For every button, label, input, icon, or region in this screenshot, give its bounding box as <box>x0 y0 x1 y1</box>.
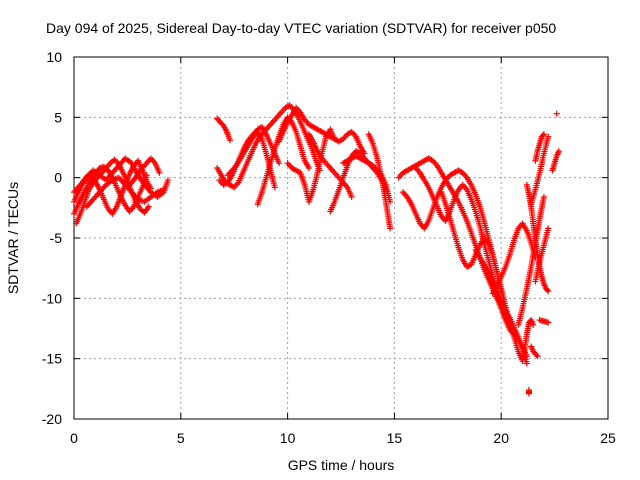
chart-title: Day 094 of 2025, Sidereal Day-to-day VTE… <box>46 20 556 36</box>
x-tick-label: 0 <box>70 430 78 446</box>
data-point <box>156 169 163 176</box>
data-point <box>387 225 394 232</box>
axis-ticks <box>73 56 609 420</box>
y-tick-label: -5 <box>50 230 63 246</box>
data-point <box>544 286 551 293</box>
x-axis-label: GPS time / hours <box>288 457 395 473</box>
data-point <box>160 186 167 193</box>
series-seg-late-10 <box>532 225 552 285</box>
series-seg-late-17 <box>528 343 541 360</box>
data-point <box>540 131 547 138</box>
data-point <box>219 121 226 128</box>
y-tick-label: -20 <box>42 411 62 427</box>
series-seg-mid-7 <box>284 126 338 205</box>
y-tick-label: 5 <box>54 109 62 125</box>
data-point <box>539 132 546 139</box>
series-seg-early-5 <box>126 155 163 188</box>
y-tick-label: 10 <box>46 49 62 65</box>
data-point <box>525 390 532 397</box>
series-seg-early-3 <box>73 156 152 227</box>
x-tick-labels: 0 5 10 15 20 25 <box>70 430 616 446</box>
series-seg-mid-1 <box>214 115 233 144</box>
data-point <box>523 360 530 367</box>
y-tick-label: -10 <box>42 290 62 306</box>
data-point <box>555 148 562 155</box>
series-seg-late-14 <box>549 148 562 174</box>
series-seg-mid-6 <box>276 104 368 157</box>
x-tick-label: 10 <box>280 430 296 446</box>
series-seg-late-5 <box>472 247 530 367</box>
data-point <box>540 193 547 200</box>
data-point <box>545 319 552 326</box>
series-seg-late-15 <box>553 110 560 117</box>
data-point <box>533 352 540 359</box>
series-seg-early-6 <box>83 174 167 210</box>
series-seg-mid-11 <box>365 131 394 232</box>
series-seg-late-11 <box>536 317 552 326</box>
y-tick-labels: -20 -15 -10 -5 0 5 10 <box>42 49 62 427</box>
y-tick-label: -15 <box>42 351 62 367</box>
y-tick-label: 0 <box>54 170 62 186</box>
grid-lines <box>74 57 608 419</box>
series-seg-late-8 <box>519 317 537 362</box>
data-point <box>164 177 171 184</box>
data-point <box>553 110 560 117</box>
data-point <box>145 203 152 210</box>
x-tick-label: 15 <box>387 430 403 446</box>
series-seg-late-13 <box>532 131 547 164</box>
data-point <box>534 353 541 360</box>
data-points <box>71 102 562 397</box>
data-point <box>348 193 355 200</box>
data-point <box>545 288 552 295</box>
x-tick-label: 5 <box>177 430 185 446</box>
data-point <box>271 184 278 191</box>
x-tick-label: 20 <box>493 430 509 446</box>
series-seg-early-4 <box>71 155 171 200</box>
series-seg-late-12 <box>528 133 552 208</box>
data-point <box>305 165 312 172</box>
y-axis-label: SDTVAR / TECUs <box>5 182 21 294</box>
data-point <box>226 137 233 144</box>
series-seg-late-7 <box>515 193 547 328</box>
data-point <box>545 133 552 140</box>
series-seg-late-16 <box>525 387 532 397</box>
data-point <box>530 321 537 328</box>
series-seg-mid-8 <box>305 131 355 200</box>
data-point <box>331 136 338 143</box>
data-point <box>545 225 552 232</box>
x-tick-label: 25 <box>600 430 616 446</box>
data-point <box>276 160 283 167</box>
